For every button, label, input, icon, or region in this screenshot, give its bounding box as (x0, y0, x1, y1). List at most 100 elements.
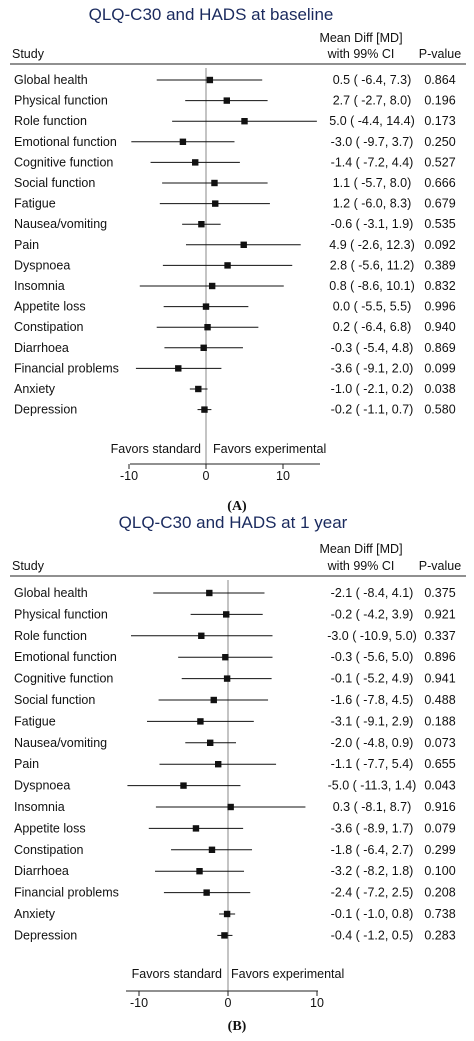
study-label: Depression (14, 403, 77, 417)
header-pvalue: P-value (419, 47, 461, 61)
p-value: 0.079 (424, 821, 455, 835)
p-value: 0.188 (424, 714, 455, 728)
panel-title: QLQ-C30 and HADS at 1 year (119, 513, 348, 532)
effect-ci-text: -0.2 ( -4.2, 3.9) (331, 607, 414, 621)
effect-ci-text: -2.1 ( -8.4, 4.1) (331, 586, 414, 600)
study-label: Depression (14, 928, 77, 942)
study-label: Nausea/vomiting (14, 736, 107, 750)
table-row: Depression -0.4 ( -1.2, 0.5) 0.283 (14, 928, 456, 942)
header-study: Study (12, 47, 45, 61)
header-effect-line1: Mean Diff [MD] (319, 542, 402, 556)
effect-marker (202, 303, 210, 310)
effect-ci-text: -3.0 ( -10.9, 5.0) (327, 629, 417, 643)
effect-ci-text: -3.0 ( -9.7, 3.7) (331, 135, 414, 149)
p-value: 0.073 (424, 736, 455, 750)
x-tick-label: 0 (225, 996, 232, 1010)
p-value: 0.896 (424, 650, 455, 664)
effect-marker (212, 200, 219, 207)
effect-ci-text: -1.8 ( -6.4, 2.7) (331, 843, 414, 857)
p-value: 0.921 (424, 607, 455, 621)
table-row: Dyspnoea 2.8 ( -5.6, 11.2) 0.389 (14, 258, 456, 272)
table-row: Constipation 0.2 ( -6.4, 6.8) 0.940 (14, 320, 456, 334)
table-row: Dyspnoea -5.0 ( -11.3, 1.4) 0.043 (14, 779, 456, 793)
x-tick-label: -10 (130, 996, 148, 1010)
table-row: Cognitive function -1.4 ( -7.2, 4.4) 0.527 (14, 155, 456, 169)
p-value: 0.580 (424, 403, 455, 417)
table-row: Appetite loss -3.6 ( -8.9, 1.7) 0.079 (14, 821, 456, 835)
p-value: 0.299 (424, 843, 455, 857)
study-label: Emotional function (14, 650, 117, 664)
table-row: Insomnia 0.8 ( -8.6, 10.1) 0.832 (14, 279, 456, 293)
effect-marker (223, 910, 231, 918)
p-value: 0.038 (424, 382, 455, 396)
effect-ci-text: 5.0 ( -4.4, 14.4) (329, 114, 414, 128)
study-label: Nausea/vomiting (14, 217, 107, 231)
table-row: Diarrhoea -0.3 ( -5.4, 4.8) 0.869 (14, 341, 456, 355)
panel-one-year: QLQ-C30 and HADS at 1 year Mean Diff [MD… (10, 513, 466, 1034)
p-value: 0.941 (424, 672, 455, 686)
table-row: Fatigue 1.2 ( -6.0, 8.3) 0.679 (14, 197, 456, 211)
effect-ci-text: -2.0 ( -4.8, 0.9) (331, 736, 414, 750)
p-value: 0.864 (424, 73, 455, 87)
effect-marker (223, 675, 231, 682)
effect-marker (223, 611, 230, 618)
table-row: Appetite loss 0.0 ( -5.5, 5.5) 0.996 (14, 300, 456, 314)
effect-ci-text: -3.6 ( -9.1, 2.0) (331, 361, 414, 375)
x-tick-label: 10 (310, 996, 324, 1010)
p-value: 0.196 (424, 94, 455, 108)
effect-marker (196, 868, 203, 875)
effect-marker (215, 761, 222, 768)
effect-ci-text: -1.0 ( -2.1, 0.2) (331, 382, 414, 396)
p-value: 0.832 (424, 279, 455, 293)
effect-marker (200, 344, 207, 351)
effect-marker (224, 262, 231, 269)
effect-ci-text: -1.6 ( -7.8, 4.5) (331, 693, 414, 707)
effect-marker (204, 324, 211, 331)
study-label: Physical function (14, 607, 108, 621)
p-value: 0.679 (424, 197, 455, 211)
study-label: Social function (14, 693, 95, 707)
p-value: 0.100 (424, 864, 455, 878)
p-value: 0.389 (424, 258, 455, 272)
study-label: Anxiety (14, 907, 56, 921)
p-value: 0.375 (424, 586, 455, 600)
table-row: Role function -3.0 ( -10.9, 5.0) 0.337 (14, 629, 456, 643)
effect-marker (221, 932, 228, 939)
header-effect-line1: Mean Diff [MD] (319, 31, 402, 45)
study-label: Appetite loss (14, 300, 86, 314)
p-value: 0.043 (424, 779, 455, 793)
effect-ci-text: 4.9 ( -2.6, 12.3) (329, 238, 414, 252)
study-label: Insomnia (14, 279, 65, 293)
study-label: Constipation (14, 320, 84, 334)
effect-marker (175, 365, 182, 372)
study-label: Appetite loss (14, 821, 86, 835)
x-ticks: -10 0 10 (120, 464, 290, 483)
effect-marker (227, 803, 234, 811)
effect-ci-text: 1.2 ( -6.0, 8.3) (333, 197, 412, 211)
table-row: Global health -2.1 ( -8.4, 4.1) 0.375 (14, 586, 456, 600)
effect-ci-text: 0.8 ( -8.6, 10.1) (329, 279, 414, 293)
study-label: Role function (14, 114, 87, 128)
study-label: Global health (14, 586, 88, 600)
effect-ci-text: 0.0 ( -5.5, 5.5) (333, 300, 412, 314)
x-tick-label: 10 (276, 469, 290, 483)
table-row: Financial problems -2.4 ( -7.2, 2.5) 0.208 (14, 886, 456, 900)
p-value: 0.666 (424, 176, 455, 190)
effect-marker (241, 118, 248, 125)
p-value: 0.208 (424, 886, 455, 900)
effect-marker (223, 97, 230, 104)
effect-ci-text: -0.1 ( -1.0, 0.8) (331, 907, 414, 921)
effect-marker (206, 589, 213, 597)
favors-right-label: Favors experimental (231, 967, 344, 981)
x-tick-label: 0 (203, 469, 210, 483)
table-row: Pain -1.1 ( -7.7, 5.4) 0.655 (14, 757, 456, 771)
study-label: Financial problems (14, 361, 119, 375)
effect-ci-text: -1.1 ( -7.7, 5.4) (331, 757, 414, 771)
table-row: Nausea/vomiting -2.0 ( -4.8, 0.9) 0.073 (14, 736, 456, 750)
table-row: Constipation -1.8 ( -6.4, 2.7) 0.299 (14, 843, 456, 857)
table-row: Anxiety -1.0 ( -2.1, 0.2) 0.038 (14, 382, 456, 396)
study-label: Cognitive function (14, 672, 113, 686)
effect-marker (197, 718, 204, 725)
effect-marker (211, 179, 218, 187)
table-row: Depression -0.2 ( -1.1, 0.7) 0.580 (14, 403, 456, 417)
